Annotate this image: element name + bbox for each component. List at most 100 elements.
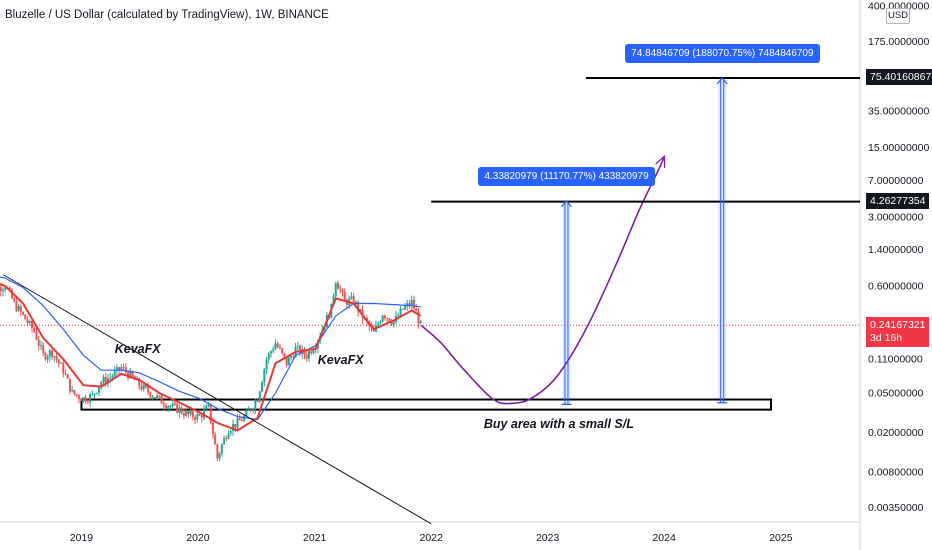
annotation-kevafx-1: KevaFX (114, 342, 161, 357)
candle-body-88 (180, 407, 183, 414)
candle-body-26 (42, 345, 45, 354)
candle-body-53 (102, 376, 105, 383)
annotation-kevafx-2: KevaFX (317, 353, 364, 368)
candle-body-110 (229, 431, 232, 434)
moving-average-blue (0, 276, 421, 421)
measure-label-target-1: 4.33820979 (11170.77%) 433820979 (478, 166, 655, 186)
candle-body-165 (352, 296, 355, 304)
candle-body-168 (359, 309, 362, 312)
candle-body-129 (272, 349, 275, 352)
candle-body-28 (46, 356, 49, 360)
y-tick-label-12: 0.02000000 (868, 427, 924, 439)
candle-body-135 (285, 356, 288, 366)
candle-body-157 (334, 283, 337, 297)
buy-zone (80, 398, 772, 411)
current-price-value: 0.24167321 (870, 319, 926, 332)
candle-body-12 (10, 289, 13, 299)
measure-band-2 (718, 77, 727, 403)
candle-body-95 (196, 413, 199, 420)
candle-body-120 (252, 408, 255, 411)
candle-body-7 (0, 287, 2, 292)
candle-body-89 (182, 413, 185, 416)
candle-body-84 (171, 403, 174, 407)
candle-body-99 (205, 406, 208, 410)
candle-body-130 (274, 343, 277, 350)
candle-body-179 (383, 315, 386, 319)
candle-body-182 (390, 321, 393, 325)
candle-body-50 (95, 392, 98, 394)
y-tick-label-6: 3.00000000 (868, 211, 924, 223)
measure-label-target-2: 74.84846709 (188070.75%) 7484846709 (625, 43, 820, 63)
candle-body-37 (66, 374, 69, 379)
candle-body-98 (202, 409, 205, 418)
y-tick-label-8: 0.60000000 (868, 281, 924, 293)
candle-body-73 (147, 386, 150, 393)
current-price-tag: 0.24167321 3d 16h (866, 317, 930, 348)
candle-body-83 (169, 406, 172, 408)
projection-curve (420, 157, 664, 405)
descending-trendline (3, 274, 432, 525)
candle-body-108 (225, 437, 228, 439)
candle-body-66 (131, 371, 134, 377)
candle-body-116 (243, 415, 246, 421)
candle-body-93 (191, 411, 194, 418)
y-tick-label-10: 0.11000000 (868, 354, 923, 366)
y-tick-label-0: 400.0000000 (868, 1, 929, 13)
level-tag-1: 4.26277354 (866, 192, 930, 209)
level-tag-2: 75.40160867 (866, 68, 932, 85)
candle-body-79 (160, 395, 163, 404)
candle-body-21 (31, 320, 34, 329)
candle-body-112 (234, 424, 237, 428)
candle-body-74 (149, 392, 152, 398)
candle-body-156 (332, 296, 335, 304)
measure-arrowhead-1 (561, 199, 572, 208)
measure-band-1 (562, 200, 571, 405)
drawings (3, 76, 860, 525)
candle-body-178 (381, 315, 384, 322)
currency-label[interactable]: USD (886, 8, 910, 24)
candle-body-131 (276, 343, 279, 348)
candle-body-56 (109, 377, 112, 379)
candle-body-52 (100, 382, 103, 388)
candle-body-159 (339, 288, 342, 290)
candle-body-192 (412, 300, 415, 309)
candle-body-186 (399, 308, 402, 316)
candle-body-44 (82, 397, 85, 402)
y-tick-label-3: 35.00000000 (868, 105, 929, 117)
candle-body-33 (57, 359, 60, 364)
candle-body-164 (350, 296, 353, 299)
candle-body-137 (290, 355, 293, 358)
candle-body-101 (209, 403, 212, 423)
candle-body-32 (55, 356, 58, 360)
candle-body-195 (419, 321, 422, 324)
candle-body-11 (8, 287, 11, 290)
candle-body-143 (303, 348, 306, 355)
candle-body-160 (341, 289, 344, 292)
candle-body-127 (267, 353, 270, 360)
candle-body-180 (386, 318, 389, 320)
candle-body-60 (118, 367, 121, 371)
candle-body-141 (299, 345, 302, 355)
candle-body-105 (218, 453, 221, 459)
candle-body-13 (13, 298, 16, 301)
candle-body-14 (15, 300, 18, 311)
candle-body-161 (343, 291, 346, 300)
candle-body-115 (240, 420, 243, 422)
candle-body-47 (89, 394, 92, 403)
candle-body-8 (1, 289, 4, 292)
candle-body-158 (337, 283, 340, 289)
candle-body-100 (207, 403, 210, 407)
x-tick-label-3: 2021 (303, 532, 327, 544)
candle-body-185 (397, 315, 400, 317)
candle-body-49 (93, 393, 96, 395)
candle-body-138 (292, 355, 295, 358)
candle-body-92 (189, 411, 192, 415)
candle-body-48 (91, 393, 94, 395)
candle-body-104 (216, 444, 219, 459)
candle-body-27 (44, 353, 47, 360)
candle-body-39 (71, 390, 74, 392)
candle-body-16 (19, 306, 22, 312)
candle-body-42 (77, 395, 80, 399)
